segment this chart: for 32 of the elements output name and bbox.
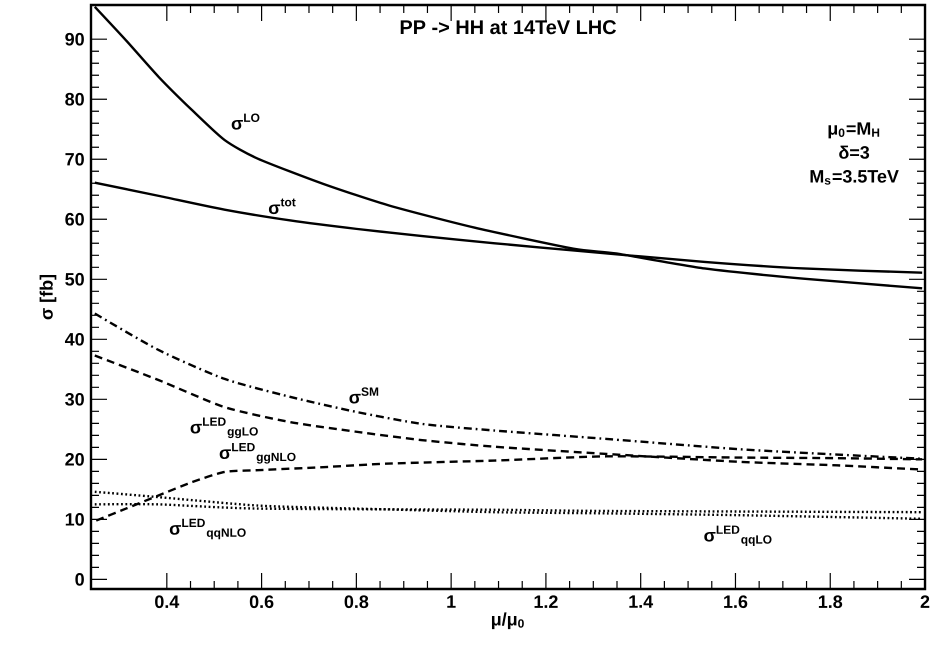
series-label: σ$^{tot}$ [268,198,296,214]
x-tick-label: 0.4 [155,595,180,608]
y-tick-label: 10 [66,513,84,526]
y-tick-label: 30 [65,392,84,406]
y-tick-label: 80 [65,92,84,106]
series-label: σ$^{SM}$ [349,387,378,404]
y-tick-label: 40 [64,332,84,346]
y-tick-label: 60 [65,212,84,226]
text: PP -> HH at 14TeV LHC [400,20,616,34]
x-tick-label: 1 [447,595,456,608]
series-label: σ$^{LED}$qqLO [704,526,772,546]
x-tick-label: 1.2 [534,595,558,608]
series-label: σ$^{LED}$qqNLO [170,518,246,540]
series-label: σ$^{LED}$ggLO [190,418,258,438]
x-tick-label: 0.8 [344,595,368,608]
annotation: μ$_{0}$=M$_{H}$ [828,122,880,138]
x-tick-label: 1.6 [724,595,748,608]
x-tick-label: 1.4 [629,595,654,608]
y-axis-title: σ [fb] [40,274,56,320]
y-tick-label: 20 [65,453,84,466]
x-axis-title: μ/μ$_{0}$ [492,612,524,630]
y-tick-label: 0 [75,573,84,586]
x-tick-label: 0.6 [250,595,274,608]
x-tick-label: 2 [920,595,930,608]
y-tick-label: 50 [65,272,84,286]
y-tick-label: 90 [65,32,84,46]
series-label: σ$^{LO}$ [232,114,260,130]
y-tick-label: 70 [65,152,84,166]
series-label: σ$^{LED}$ggNLO [220,443,296,464]
annotation: M$_{s}$=3.5TeV [810,170,899,185]
x-tick-label: 1.8 [818,595,842,608]
annotation: δ=3 [839,146,870,159]
